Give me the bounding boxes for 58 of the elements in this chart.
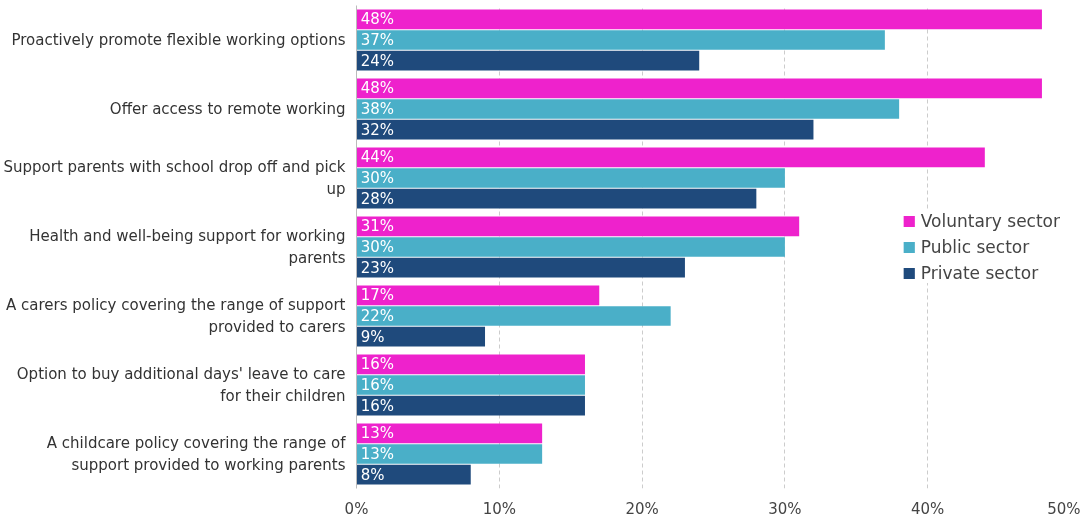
bar (356, 99, 900, 119)
x-tick-label: 50% (1047, 499, 1081, 518)
bar (356, 9, 1042, 30)
bar (356, 375, 585, 395)
y-tick-label: Option to buy additional days' leave to care for their children (16, 365, 346, 405)
data-label: 48% (360, 79, 395, 98)
data-label: 31% (360, 217, 395, 236)
data-label: 13% (360, 424, 395, 443)
y-tick-label: Health and well-being support for working parents (29, 227, 346, 267)
data-label: 13% (360, 445, 395, 463)
bar (356, 354, 585, 375)
data-label: 16% (360, 396, 395, 415)
bar (356, 78, 1042, 99)
data-label: 44% (360, 148, 395, 167)
x-tick-label: 10% (482, 499, 516, 518)
bar (356, 168, 785, 188)
data-label: 32% (360, 120, 395, 139)
data-label: 16% (360, 376, 395, 394)
x-tick-label: 40% (911, 499, 945, 518)
bar (356, 188, 757, 209)
data-label: 8% (360, 465, 385, 484)
data-label: 16% (360, 355, 395, 374)
data-label: 22% (360, 307, 395, 325)
bar (356, 119, 814, 140)
y-tick-label: Proactively promote flexible working options (11, 31, 346, 49)
data-label: 24% (360, 51, 395, 70)
data-label: 30% (360, 169, 395, 187)
bar (356, 395, 585, 416)
legend-label: Public sector (920, 236, 1030, 257)
data-label: 38% (360, 100, 395, 118)
data-label: 30% (360, 238, 395, 256)
data-label: 28% (360, 189, 395, 208)
y-tick-label: Support parents with school drop off and pick up (3, 158, 346, 198)
y-tick-label: A childcare policy covering the range of support provided to working parents (46, 434, 347, 474)
bar (356, 444, 543, 464)
bar (356, 147, 985, 168)
bar (356, 326, 486, 347)
bar (356, 237, 785, 257)
bar (356, 30, 885, 50)
bar (356, 306, 671, 326)
x-tick-label: 20% (625, 499, 659, 518)
data-label: 48% (360, 10, 395, 29)
data-label: 17% (360, 286, 395, 305)
bar (356, 216, 800, 237)
y-tick-label: A carers policy covering the range of support provided to carers (6, 296, 346, 336)
y-tick-label: Offer access to remote working (109, 100, 346, 118)
bar (356, 257, 685, 278)
bar (356, 423, 543, 444)
bar (356, 50, 700, 71)
legend-label: Voluntary sector (920, 210, 1060, 231)
legend-label: Private sector (920, 262, 1039, 283)
bar (356, 464, 471, 485)
data-label: 37% (360, 31, 395, 49)
data-label: 23% (360, 258, 395, 277)
bar (356, 285, 600, 306)
x-tick-label: 0% (344, 499, 369, 518)
x-tick-label: 30% (768, 499, 802, 518)
data-label: 9% (360, 327, 385, 346)
